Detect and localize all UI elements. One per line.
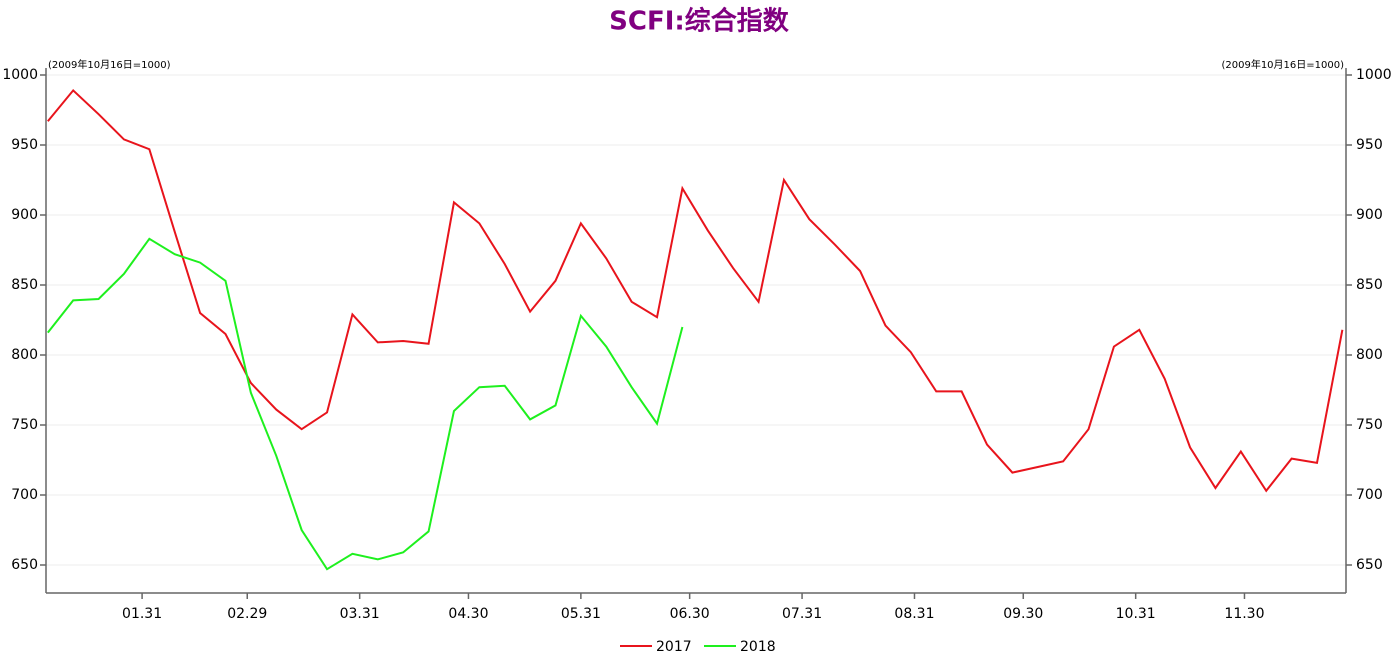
x-tick-label: 04.30 [448, 606, 488, 622]
y2-tick-label: 950 [1356, 137, 1383, 153]
y-tick-label: 750 [11, 417, 38, 433]
y-note: (2009年10月16日=1000) [48, 58, 171, 71]
x-tick-label: 03.31 [340, 606, 380, 622]
y2-tick-label: 850 [1356, 277, 1383, 293]
y-tick-label: 900 [11, 207, 38, 223]
x-tick-label: 05.31 [561, 606, 601, 622]
y-tick-label: 1000 [2, 67, 38, 83]
y-tick-label: 950 [11, 137, 38, 153]
y2-tick-label: 750 [1356, 417, 1383, 433]
x-tick-label: 06.30 [670, 606, 710, 622]
y2-tick-label: 700 [1356, 487, 1383, 503]
y-tick-label: 800 [11, 347, 38, 363]
x-tick-label: 11.30 [1224, 606, 1264, 622]
y2-tick-label: 900 [1356, 207, 1383, 223]
y2-tick-label: 650 [1356, 557, 1383, 573]
y2-tick-label: 1000 [1356, 67, 1392, 83]
y-tick-label: 650 [11, 557, 38, 573]
legend-label: 2018 [740, 639, 776, 655]
legend-label: 2017 [656, 639, 692, 655]
x-tick-label: 08.31 [894, 606, 934, 622]
x-tick-label: 02.29 [227, 606, 267, 622]
x-tick-label: 07.31 [782, 606, 822, 622]
y-tick-label: 850 [11, 277, 38, 293]
x-tick-label: 01.31 [122, 606, 162, 622]
y2-note: (2009年10月16日=1000) [1221, 58, 1344, 71]
series-line [47, 237, 684, 571]
y-tick-label: 700 [11, 487, 38, 503]
y2-tick-label: 800 [1356, 347, 1383, 363]
chart-title: SCFI:综合指数 [609, 6, 790, 37]
x-tick-label: 10.31 [1116, 606, 1156, 622]
x-tick-label: 09.30 [1003, 606, 1043, 622]
series-line [47, 88, 1344, 493]
